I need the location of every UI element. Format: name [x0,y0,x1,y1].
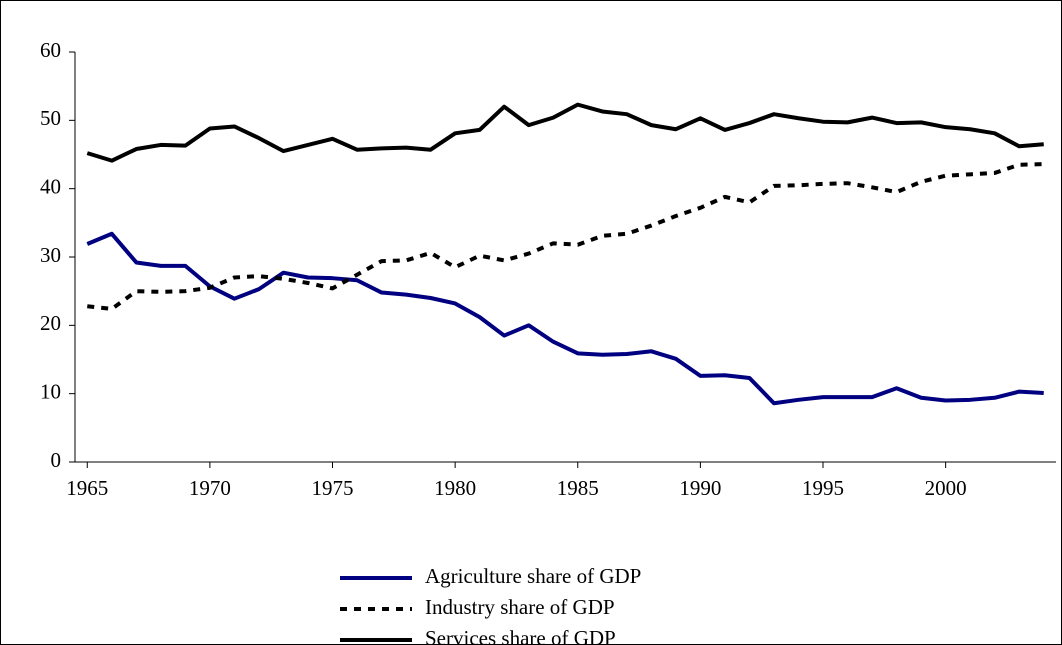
y-tick-label: 10 [40,379,61,403]
x-tick-label: 1970 [189,476,231,500]
y-tick-label: 60 [40,38,61,62]
x-tick-label: 1980 [434,476,476,500]
x-tick-label: 1965 [66,476,108,500]
series-line [86,231,1044,406]
x-tick-label: 1995 [802,476,844,500]
legend-label: Industry share of GDP [425,595,615,619]
x-tick-label: 1975 [312,476,354,500]
legend-label: Agriculture share of GDP [425,564,641,588]
y-tick-label: 50 [40,106,61,130]
legend-label: Services share of GDP [425,626,616,645]
x-tick-label: 1990 [679,476,721,500]
y-tick-label: 20 [40,311,61,335]
y-tick-label: 30 [40,243,61,267]
y-tick-label: 0 [51,448,62,472]
series-line [87,162,1044,311]
x-tick-label: 2000 [925,476,967,500]
y-tick-label: 40 [40,174,61,198]
x-tick-label: 1985 [557,476,599,500]
series-line [86,102,1044,163]
